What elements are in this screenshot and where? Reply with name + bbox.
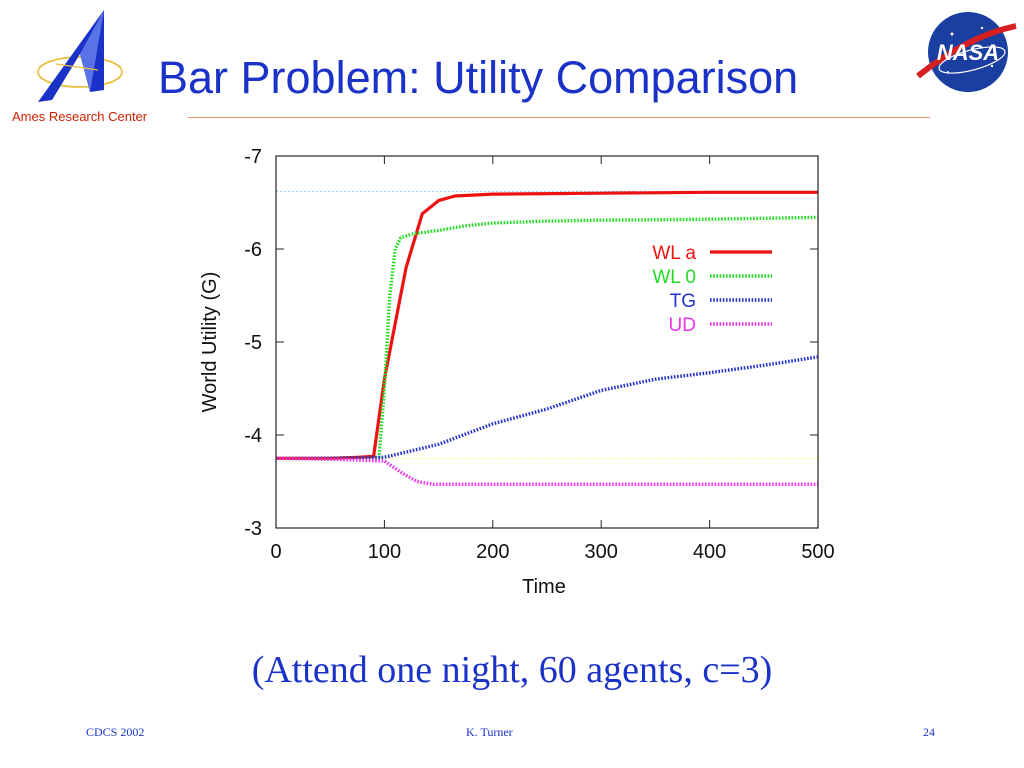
chart-caption: (Attend one night, 60 agents, c=3) [251, 649, 773, 691]
footer-center: K. Turner [466, 725, 513, 739]
y-tick-label: -3 [244, 518, 262, 540]
legend-label: UD [669, 315, 696, 336]
footer-left: CDCS 2002 [86, 725, 145, 739]
x-tick-label: 300 [585, 541, 618, 563]
x-tick-label: 400 [693, 541, 726, 563]
y-tick-label: -5 [244, 332, 262, 354]
plot-frame [275, 155, 819, 529]
x-tick-label: 200 [476, 541, 509, 563]
x-tick-label: 0 [270, 541, 281, 563]
x-tick-label: 100 [368, 541, 401, 563]
series-line-tg [276, 355, 819, 460]
title-divider [188, 117, 930, 118]
legend-label: WL 0 [652, 267, 696, 288]
x-axis-label: Time [522, 576, 566, 598]
y-tick-label: -6 [244, 239, 262, 261]
utility-chart: 0 100 200 300 400 500-7-6-5-4-3 WL aWL 0TGUD … [199, 146, 835, 598]
legend-label: TG [670, 291, 696, 312]
y-axis-label: World Utility (G) [199, 272, 221, 413]
nasa-logo-text: NASA [937, 40, 999, 65]
series-line-wl-0 [275, 215, 819, 461]
footer-page-number: 24 [923, 725, 935, 739]
series-line-ud [275, 456, 818, 486]
ames-logo-icon [37, 10, 123, 102]
page-title: Bar Problem: Utility Comparison [158, 52, 799, 103]
x-tick-label: 500 [801, 541, 834, 563]
legend-label: WL a [652, 243, 696, 264]
nasa-logo-icon: NASA [916, 12, 1017, 92]
y-tick-label: -7 [244, 146, 262, 168]
y-tick-label: -4 [244, 425, 262, 447]
organization-label: Ames Research Center [12, 109, 148, 124]
